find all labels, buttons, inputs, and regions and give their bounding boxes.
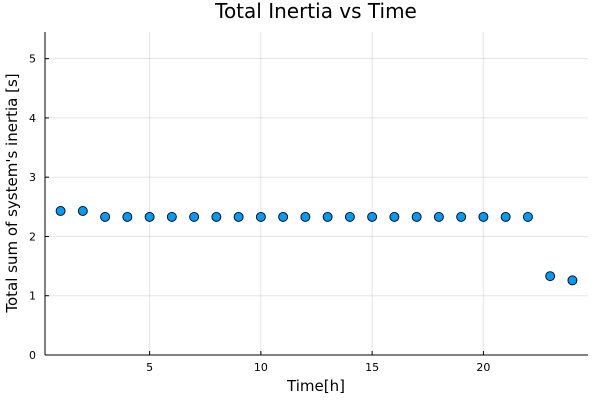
y-tick-label: 0 [29, 349, 36, 362]
data-point [411, 211, 422, 222]
y-axis-label: Total sum of system's inertia [s] [3, 73, 21, 313]
grid [45, 32, 588, 356]
y-ticks: 0 1 2 3 4 5 [29, 53, 49, 362]
data-point [344, 211, 355, 222]
data-point [122, 211, 133, 222]
data-point [478, 211, 489, 222]
y-tick-label: 5 [29, 53, 36, 66]
x-tick-label: 5 [146, 361, 153, 374]
data-points [55, 206, 578, 286]
data-point [433, 211, 444, 222]
data-point [389, 211, 400, 222]
data-point [278, 211, 289, 222]
chart-title: Total Inertia vs Time [214, 0, 417, 23]
data-point [255, 211, 266, 222]
data-point [166, 211, 177, 222]
axes [44, 32, 588, 356]
x-ticks: 5 10 15 20 [146, 351, 490, 374]
x-axis-label: Time[h] [286, 377, 345, 395]
data-point [567, 275, 578, 286]
data-point [545, 271, 556, 282]
data-point [144, 211, 155, 222]
data-point [55, 206, 66, 216]
data-point [211, 211, 222, 222]
data-point [367, 211, 378, 222]
data-point [522, 211, 533, 222]
data-point [500, 211, 511, 222]
y-tick-label: 1 [29, 290, 36, 303]
data-point [189, 211, 200, 222]
data-point [322, 211, 333, 222]
x-tick-label: 20 [476, 361, 490, 374]
data-point [233, 211, 244, 222]
data-point [77, 206, 88, 216]
x-tick-label: 10 [254, 361, 268, 374]
y-tick-label: 2 [29, 230, 36, 243]
data-point [100, 211, 111, 222]
y-tick-label: 4 [29, 112, 36, 125]
data-point [300, 211, 311, 222]
x-tick-label: 15 [365, 361, 379, 374]
data-point [456, 211, 467, 222]
y-tick-label: 3 [29, 171, 36, 184]
